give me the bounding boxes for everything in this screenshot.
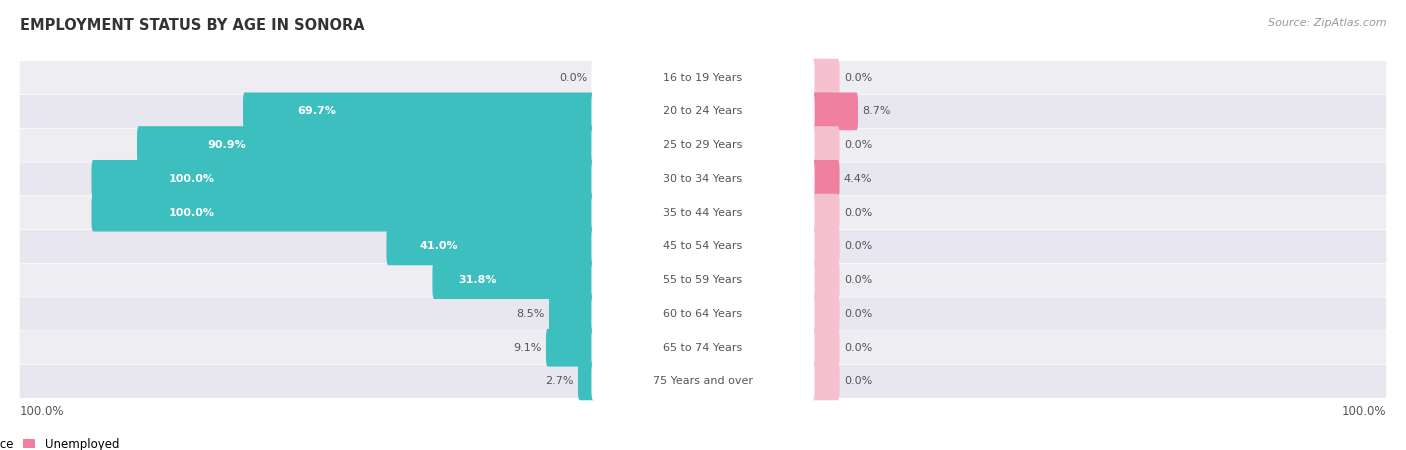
Text: 45 to 54 Years: 45 to 54 Years bbox=[664, 241, 742, 252]
FancyBboxPatch shape bbox=[20, 129, 1386, 162]
FancyBboxPatch shape bbox=[592, 160, 814, 198]
FancyBboxPatch shape bbox=[592, 227, 814, 265]
FancyBboxPatch shape bbox=[20, 297, 1386, 330]
FancyBboxPatch shape bbox=[592, 328, 814, 366]
FancyBboxPatch shape bbox=[548, 295, 595, 333]
Text: 20 to 24 Years: 20 to 24 Years bbox=[664, 106, 742, 117]
FancyBboxPatch shape bbox=[592, 295, 814, 333]
Text: 0.0%: 0.0% bbox=[844, 140, 872, 150]
Text: 0.0%: 0.0% bbox=[560, 72, 588, 83]
Text: 35 to 44 Years: 35 to 44 Years bbox=[664, 207, 742, 218]
FancyBboxPatch shape bbox=[811, 194, 839, 231]
FancyBboxPatch shape bbox=[20, 331, 1386, 364]
FancyBboxPatch shape bbox=[811, 363, 839, 400]
FancyBboxPatch shape bbox=[20, 95, 1386, 128]
Text: 2.7%: 2.7% bbox=[546, 376, 574, 387]
Text: 31.8%: 31.8% bbox=[458, 275, 496, 285]
FancyBboxPatch shape bbox=[243, 92, 595, 130]
Legend: In Labor Force, Unemployed: In Labor Force, Unemployed bbox=[0, 433, 124, 450]
FancyBboxPatch shape bbox=[592, 126, 814, 164]
FancyBboxPatch shape bbox=[136, 126, 595, 164]
Text: Source: ZipAtlas.com: Source: ZipAtlas.com bbox=[1268, 18, 1386, 28]
Text: 60 to 64 Years: 60 to 64 Years bbox=[664, 309, 742, 319]
Text: 65 to 74 Years: 65 to 74 Years bbox=[664, 342, 742, 353]
FancyBboxPatch shape bbox=[20, 162, 1386, 195]
FancyBboxPatch shape bbox=[811, 295, 839, 333]
FancyBboxPatch shape bbox=[91, 160, 595, 198]
FancyBboxPatch shape bbox=[592, 92, 814, 130]
Text: 4.4%: 4.4% bbox=[844, 174, 872, 184]
FancyBboxPatch shape bbox=[592, 58, 814, 96]
Text: 0.0%: 0.0% bbox=[844, 207, 872, 218]
FancyBboxPatch shape bbox=[811, 160, 839, 198]
Text: 9.1%: 9.1% bbox=[513, 342, 541, 353]
FancyBboxPatch shape bbox=[811, 261, 839, 299]
FancyBboxPatch shape bbox=[592, 363, 814, 400]
FancyBboxPatch shape bbox=[20, 230, 1386, 263]
Text: 25 to 29 Years: 25 to 29 Years bbox=[664, 140, 742, 150]
Text: 0.0%: 0.0% bbox=[844, 72, 872, 83]
Text: 41.0%: 41.0% bbox=[419, 241, 458, 252]
Text: 8.7%: 8.7% bbox=[862, 106, 891, 117]
Text: 100.0%: 100.0% bbox=[169, 174, 214, 184]
Text: 55 to 59 Years: 55 to 59 Years bbox=[664, 275, 742, 285]
Text: 100.0%: 100.0% bbox=[1341, 405, 1386, 418]
FancyBboxPatch shape bbox=[91, 194, 595, 231]
Text: 90.9%: 90.9% bbox=[207, 140, 246, 150]
FancyBboxPatch shape bbox=[811, 92, 858, 130]
Text: 0.0%: 0.0% bbox=[844, 342, 872, 353]
Text: 69.7%: 69.7% bbox=[297, 106, 336, 117]
FancyBboxPatch shape bbox=[20, 196, 1386, 229]
FancyBboxPatch shape bbox=[546, 328, 595, 366]
Text: 16 to 19 Years: 16 to 19 Years bbox=[664, 72, 742, 83]
Text: 75 Years and over: 75 Years and over bbox=[652, 376, 754, 387]
FancyBboxPatch shape bbox=[811, 328, 839, 366]
Text: 100.0%: 100.0% bbox=[20, 405, 65, 418]
FancyBboxPatch shape bbox=[811, 58, 839, 96]
Text: 0.0%: 0.0% bbox=[844, 309, 872, 319]
FancyBboxPatch shape bbox=[20, 264, 1386, 297]
Text: 100.0%: 100.0% bbox=[169, 207, 214, 218]
Text: 30 to 34 Years: 30 to 34 Years bbox=[664, 174, 742, 184]
FancyBboxPatch shape bbox=[578, 363, 595, 400]
FancyBboxPatch shape bbox=[20, 365, 1386, 398]
FancyBboxPatch shape bbox=[433, 261, 595, 299]
FancyBboxPatch shape bbox=[811, 227, 839, 265]
FancyBboxPatch shape bbox=[592, 261, 814, 299]
FancyBboxPatch shape bbox=[811, 126, 839, 164]
Text: 0.0%: 0.0% bbox=[844, 376, 872, 387]
FancyBboxPatch shape bbox=[387, 227, 595, 265]
Text: EMPLOYMENT STATUS BY AGE IN SONORA: EMPLOYMENT STATUS BY AGE IN SONORA bbox=[20, 18, 364, 33]
Text: 8.5%: 8.5% bbox=[516, 309, 544, 319]
Text: 0.0%: 0.0% bbox=[844, 275, 872, 285]
FancyBboxPatch shape bbox=[20, 61, 1386, 94]
Text: 0.0%: 0.0% bbox=[844, 241, 872, 252]
FancyBboxPatch shape bbox=[592, 194, 814, 231]
